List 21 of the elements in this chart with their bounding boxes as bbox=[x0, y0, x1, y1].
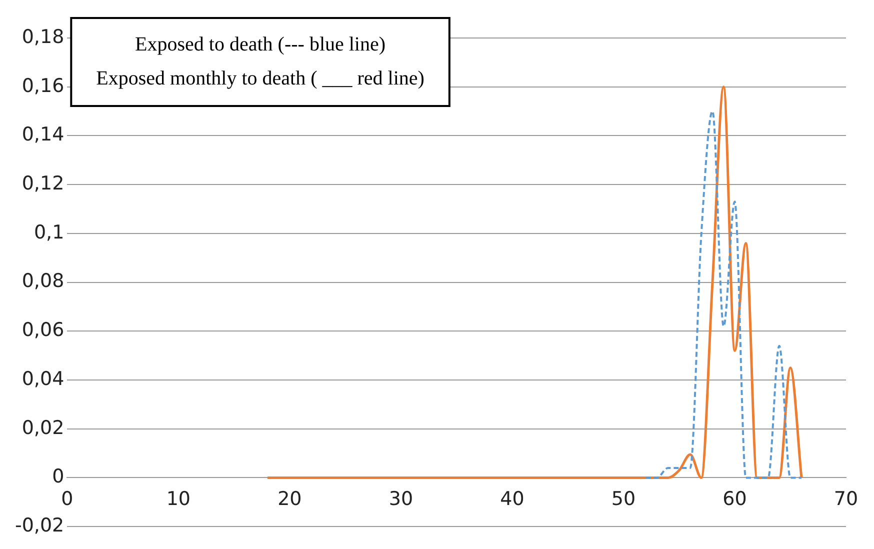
y-tick-label: 0 bbox=[52, 466, 64, 488]
x-tick-label: 70 bbox=[834, 488, 858, 510]
y-tick-label: -0,02 bbox=[14, 514, 64, 537]
annotation: Exposed monthly to death ( ___ red line) bbox=[96, 67, 424, 90]
x-tick-label: 10 bbox=[166, 488, 191, 510]
y-tick-label: 0,14 bbox=[22, 124, 64, 146]
x-tick-label: 30 bbox=[388, 488, 414, 510]
x-tick-label: 20 bbox=[278, 488, 302, 510]
y-tick-label: 0,16 bbox=[22, 74, 64, 97]
y-tick-label: 0,18 bbox=[22, 26, 64, 48]
y-tick-label: 0,12 bbox=[22, 172, 64, 195]
x-tick-label: 60 bbox=[722, 488, 747, 510]
y-tick-label: 0,02 bbox=[22, 416, 64, 439]
x-tick-label: 50 bbox=[611, 488, 636, 510]
y-tick-label: 0,08 bbox=[22, 270, 64, 292]
y-tick-label: 0,1 bbox=[34, 221, 64, 244]
line-series bbox=[644, 110, 802, 479]
annotation: Exposed to death (--- blue line) bbox=[135, 33, 386, 56]
y-tick-label: 0,04 bbox=[22, 368, 64, 390]
y-tick-label: 0,06 bbox=[22, 319, 64, 342]
x-tick-label: 40 bbox=[500, 488, 524, 510]
